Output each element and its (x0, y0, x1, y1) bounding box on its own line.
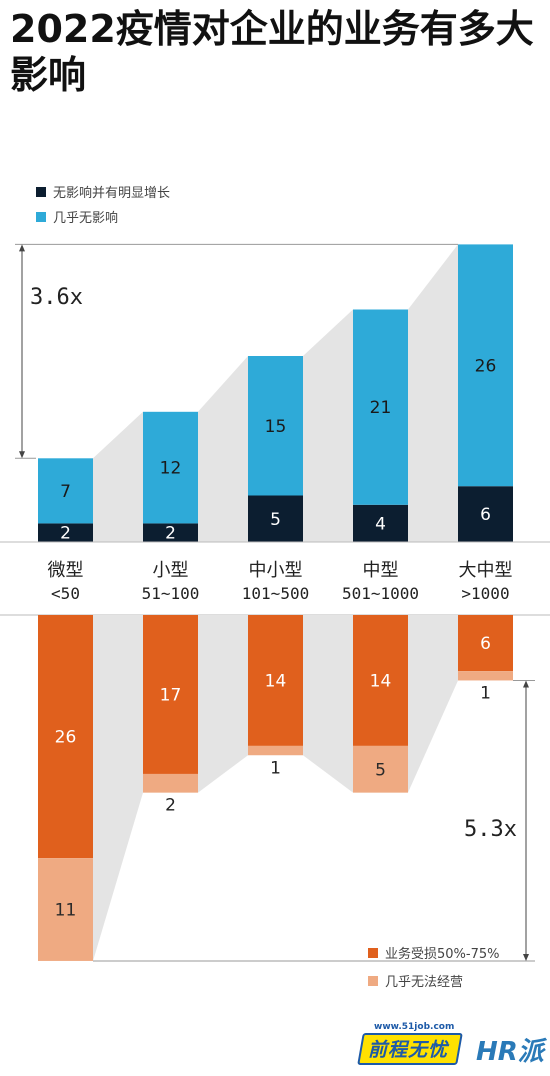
data-label: 5 (270, 510, 281, 530)
data-label: 14 (265, 671, 287, 691)
legend-swatch-navy (36, 187, 46, 197)
legend-swatch-blue (36, 212, 46, 222)
bar-no-impact-growth (458, 486, 513, 542)
data-label: 1 (480, 683, 491, 703)
bar-no-impact-growth (38, 523, 93, 542)
ratio-annotation: 3.6x (30, 285, 83, 310)
bar-no-impact-growth (248, 495, 303, 542)
category-range: 51~100 (142, 584, 200, 603)
data-label: 17 (160, 685, 182, 705)
data-label: 6 (480, 505, 491, 525)
arrow-head (523, 953, 529, 961)
category-label: 微型 (48, 560, 84, 581)
bar-cannot-operate (38, 858, 93, 961)
bar-cannot-operate (353, 745, 408, 793)
bottom-connector (303, 615, 353, 793)
category-label: 大中型 (459, 560, 513, 581)
data-label: 12 (160, 459, 182, 479)
bar-no-impact-growth (353, 504, 408, 542)
category-label: 小型 (153, 560, 189, 581)
data-label: 6 (480, 634, 491, 654)
arrow-head (19, 244, 25, 252)
arrow-head (19, 451, 25, 459)
legend-label: 无影响并有明显增长 (53, 185, 170, 201)
bar-business-loss (143, 615, 198, 774)
legend-label: 几乎无法经营 (385, 975, 463, 990)
hr-logo: HR派 (476, 1037, 544, 1067)
bar-business-loss (38, 615, 93, 859)
51job-logo: www.51job.com 前程无忧 (357, 1022, 463, 1065)
logo-url: www.51job.com (374, 1022, 455, 1032)
top-connector (198, 356, 248, 542)
data-label: 21 (370, 398, 392, 418)
chart-title: 2022疫情对企业的业务有多大影响 (10, 7, 534, 97)
top-connector (93, 411, 143, 542)
category-range: 501~1000 (342, 584, 419, 603)
data-label: 11 (55, 901, 77, 921)
bar-business-loss (458, 615, 513, 672)
category-label: 中型 (363, 560, 399, 581)
category-range: <50 (51, 584, 80, 603)
data-label: 2 (165, 524, 176, 544)
data-label: 4 (375, 514, 386, 534)
category-range: >1000 (461, 584, 509, 603)
arrow-head (523, 680, 529, 688)
data-label: 5 (375, 760, 386, 780)
logo-brand: 前程无忧 (368, 1039, 449, 1061)
bar-no-impact-growth (143, 523, 198, 542)
bottom-connector (198, 615, 248, 793)
bar-cannot-operate (248, 745, 303, 756)
legend-label: 几乎无影响 (53, 210, 118, 226)
data-label: 14 (370, 671, 392, 691)
category-label: 中小型 (249, 560, 303, 581)
bar-cannot-operate (458, 671, 513, 681)
data-label: 26 (475, 356, 497, 376)
legend-swatch-orange (368, 948, 378, 958)
data-label: 26 (55, 728, 77, 748)
bar-cannot-operate (143, 773, 198, 793)
bar-almost-no-impact (38, 458, 93, 524)
bar-almost-no-impact (143, 411, 198, 524)
bar-business-loss (353, 615, 408, 746)
bar-almost-no-impact (353, 309, 408, 505)
category-range: 101~500 (242, 584, 309, 603)
data-label: 2 (60, 524, 71, 544)
top-connector (408, 244, 458, 542)
data-label: 7 (60, 482, 71, 502)
bar-almost-no-impact (248, 356, 303, 496)
legend-label: 业务受损50%-75% (385, 946, 499, 962)
data-label: 2 (165, 796, 176, 816)
data-label: 15 (265, 417, 287, 437)
top-connector (303, 309, 353, 542)
legend-swatch-peach (368, 976, 378, 986)
bottom-connector (408, 615, 458, 793)
ratio-annotation: 5.3x (464, 817, 517, 842)
data-label: 1 (270, 758, 281, 778)
bar-business-loss (248, 615, 303, 746)
bar-almost-no-impact (458, 244, 513, 487)
bottom-connector (93, 615, 143, 961)
